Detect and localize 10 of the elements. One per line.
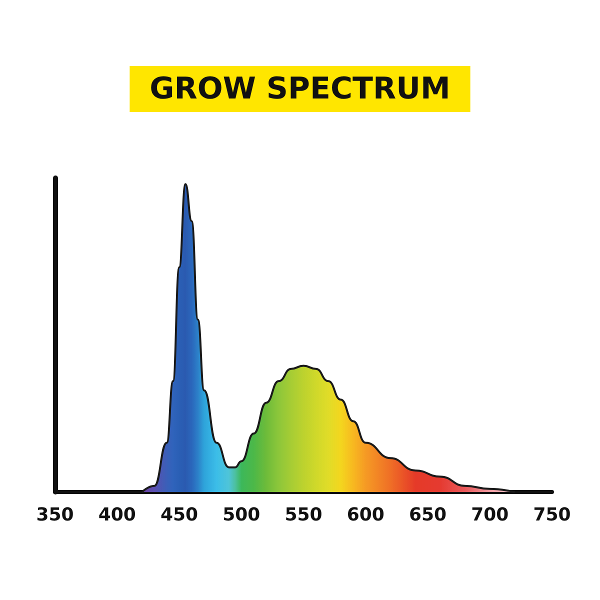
x-tick-label: 400 (98, 504, 136, 526)
x-tick-label: 550 (284, 504, 322, 526)
x-tick-label: 750 (533, 504, 571, 526)
x-tick-label: 500 (222, 504, 260, 526)
x-tick-label: 650 (408, 504, 447, 526)
x-tick-label: 350 (36, 504, 74, 526)
x-tick-label: 700 (471, 504, 509, 526)
x-tick-label: 600 (346, 504, 384, 526)
chart-title: GROW SPECTRUM (150, 72, 450, 106)
x-tick-label: 450 (160, 504, 198, 526)
